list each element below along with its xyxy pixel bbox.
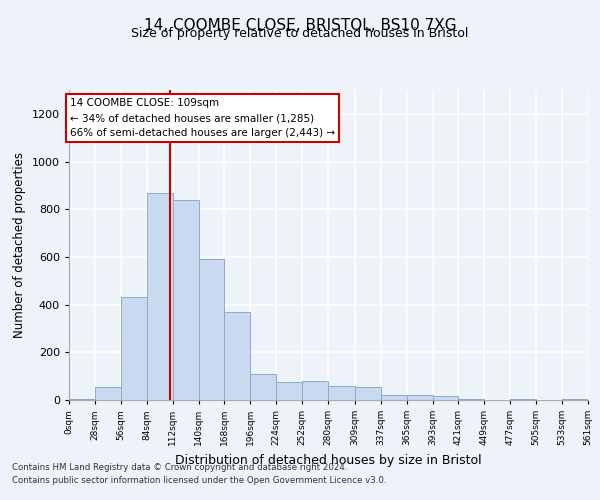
Y-axis label: Number of detached properties: Number of detached properties bbox=[13, 152, 26, 338]
Bar bbox=[199, 260, 224, 400]
X-axis label: Distribution of detached houses by size in Bristol: Distribution of detached houses by size … bbox=[175, 454, 482, 466]
Text: 14, COOMBE CLOSE, BRISTOL, BS10 7XG: 14, COOMBE CLOSE, BRISTOL, BS10 7XG bbox=[143, 18, 457, 32]
Bar bbox=[510, 399, 536, 400]
Text: 14 COOMBE CLOSE: 109sqm
← 34% of detached houses are smaller (1,285)
66% of semi: 14 COOMBE CLOSE: 109sqm ← 34% of detache… bbox=[70, 98, 335, 138]
Bar bbox=[407, 395, 433, 400]
Text: Contains HM Land Registry data © Crown copyright and database right 2024.: Contains HM Land Registry data © Crown c… bbox=[12, 464, 347, 472]
Bar bbox=[250, 374, 276, 400]
Bar bbox=[173, 200, 199, 400]
Bar bbox=[381, 395, 407, 400]
Bar bbox=[355, 387, 381, 400]
Bar bbox=[458, 399, 484, 400]
Bar bbox=[433, 396, 458, 400]
Bar bbox=[328, 386, 355, 400]
Bar bbox=[147, 192, 173, 400]
Bar bbox=[302, 381, 328, 400]
Text: Size of property relative to detached houses in Bristol: Size of property relative to detached ho… bbox=[131, 28, 469, 40]
Bar bbox=[121, 298, 147, 400]
Bar bbox=[95, 387, 121, 400]
Bar bbox=[562, 399, 588, 400]
Bar bbox=[69, 399, 95, 400]
Bar bbox=[276, 382, 302, 400]
Bar bbox=[224, 312, 250, 400]
Text: Contains public sector information licensed under the Open Government Licence v3: Contains public sector information licen… bbox=[12, 476, 386, 485]
